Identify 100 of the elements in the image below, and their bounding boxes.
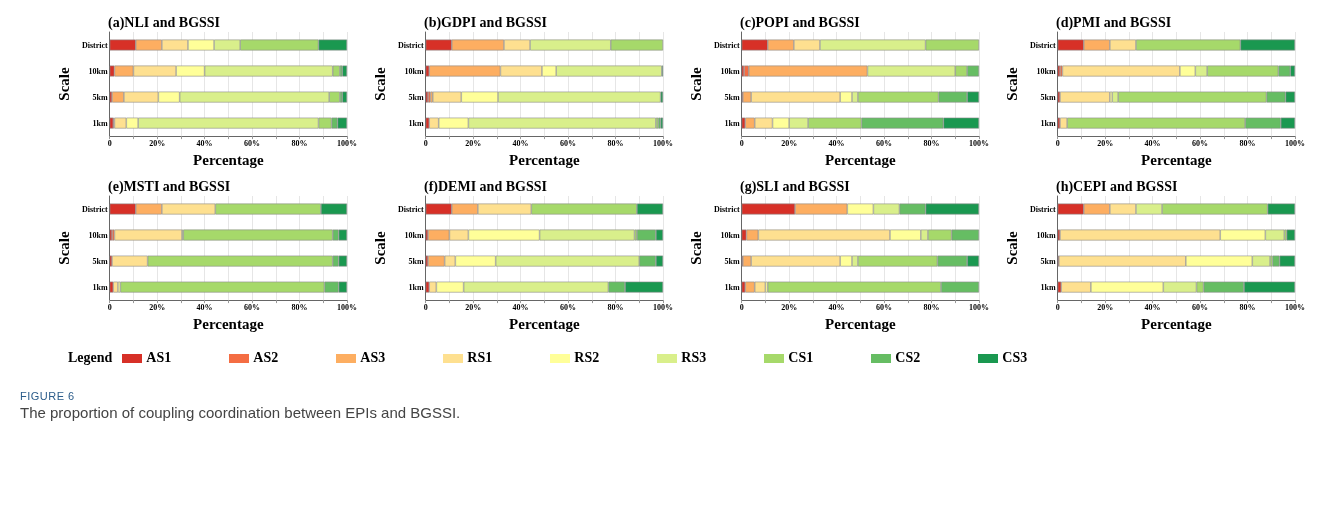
x-tick-label: 60% (1192, 138, 1209, 148)
x-tick-label: 0 (423, 302, 428, 312)
x-tick-label: 80% (607, 302, 624, 312)
x-tick-label: 0 (107, 138, 112, 148)
x-tick-label: 40% (196, 302, 213, 312)
x-tick-label: 80% (923, 302, 940, 312)
x-tick-label: 0 (1055, 138, 1060, 148)
legend-label: CS3 (1002, 350, 1028, 366)
x-axis-title: Percentage (193, 315, 264, 332)
x-tick-label: 100% (337, 302, 357, 312)
y-axis-title: Scale (1003, 231, 1020, 265)
legend-label: RS3 (681, 350, 707, 366)
x-tick-label: 80% (1239, 302, 1256, 312)
chart-title: (g)SLI and BGSSI (740, 178, 850, 195)
chart-title: (f)DEMI and BGSSI (424, 178, 547, 195)
y-axis-title: Scale (55, 67, 72, 101)
y-tick-label: 10km (720, 66, 740, 76)
y-tick-label: 1km (1040, 118, 1056, 128)
y-tick-label: District (397, 204, 424, 214)
x-tick-label: 40% (1144, 138, 1161, 148)
legend-title: Legend (68, 350, 113, 366)
x-tick-label: 0 (1055, 302, 1060, 312)
chart-title: (d)PMI and BGSSI (1056, 14, 1172, 31)
y-axis-title: Scale (687, 231, 704, 265)
y-tick-label: 10km (88, 66, 108, 76)
y-tick-label: 5km (724, 256, 740, 266)
x-tick-label: 40% (512, 302, 529, 312)
x-tick-label: 0 (739, 138, 744, 148)
legend-label: CS1 (788, 350, 814, 366)
legend-label: AS1 (146, 350, 172, 366)
x-tick-label: 80% (291, 302, 308, 312)
x-tick-label: 80% (1239, 138, 1256, 148)
x-tick-label: 80% (291, 138, 308, 148)
y-tick-label: District (713, 204, 740, 214)
x-tick-label: 100% (969, 138, 989, 148)
x-tick-label: 20% (465, 302, 482, 312)
x-tick-label: 40% (196, 138, 213, 148)
y-tick-label: District (397, 40, 424, 50)
legend-label: CS2 (895, 350, 921, 366)
x-tick-label: 60% (244, 138, 261, 148)
x-tick-label: 80% (923, 138, 940, 148)
chart-title: (a)NLI and BGSSI (108, 14, 221, 31)
x-axis-title: Percentage (1141, 151, 1212, 168)
y-tick-label: 5km (92, 256, 108, 266)
x-axis-title: Percentage (1141, 315, 1212, 332)
x-tick-label: 60% (560, 138, 577, 148)
y-tick-label: 1km (92, 118, 108, 128)
y-tick-label: 1km (724, 282, 740, 292)
y-tick-label: District (1029, 40, 1056, 50)
y-tick-label: District (81, 40, 108, 50)
x-axis-title: Percentage (509, 151, 580, 168)
y-tick-label: 1km (1040, 282, 1056, 292)
x-tick-label: 20% (1097, 302, 1114, 312)
x-tick-label: 0 (107, 302, 112, 312)
y-tick-label: 10km (404, 230, 424, 240)
y-tick-label: 10km (1036, 230, 1056, 240)
y-axis-title: Scale (687, 67, 704, 101)
y-tick-label: 5km (1040, 256, 1056, 266)
x-tick-label: 100% (653, 138, 673, 148)
y-tick-label: 10km (404, 66, 424, 76)
x-tick-label: 60% (560, 302, 577, 312)
x-tick-label: 40% (828, 138, 845, 148)
x-tick-label: 40% (828, 302, 845, 312)
y-tick-label: 1km (408, 118, 424, 128)
y-tick-label: 1km (724, 118, 740, 128)
x-axis-title: Percentage (825, 315, 896, 332)
legend-label: AS3 (360, 350, 386, 366)
chart-title: (e)MSTI and BGSSI (108, 178, 231, 195)
y-tick-label: 5km (92, 92, 108, 102)
chart-title: (c)POPI and BGSSI (740, 14, 860, 31)
x-tick-label: 100% (653, 302, 673, 312)
x-tick-label: 20% (781, 302, 798, 312)
y-axis-title: Scale (55, 231, 72, 265)
y-tick-label: District (81, 204, 108, 214)
y-tick-label: 1km (408, 282, 424, 292)
x-tick-label: 60% (876, 138, 893, 148)
y-tick-label: 5km (408, 256, 424, 266)
y-tick-label: District (713, 40, 740, 50)
y-tick-label: 1km (92, 282, 108, 292)
x-axis-title: Percentage (193, 151, 264, 168)
y-tick-label: 10km (1036, 66, 1056, 76)
legend-label: RS1 (467, 350, 493, 366)
x-tick-label: 100% (1285, 138, 1305, 148)
y-tick-label: 5km (1040, 92, 1056, 102)
y-tick-label: 10km (720, 230, 740, 240)
x-tick-label: 20% (1097, 138, 1114, 148)
y-tick-label: 5km (724, 92, 740, 102)
x-tick-label: 80% (607, 138, 624, 148)
y-tick-label: 10km (88, 230, 108, 240)
x-tick-label: 60% (876, 302, 893, 312)
text: The proportion of coupling coordination between EPIs and BGSSI. (20, 404, 462, 421)
x-tick-label: 100% (337, 138, 357, 148)
x-tick-label: 60% (1192, 302, 1209, 312)
chart-title: (b)GDPI and BGSSI (424, 14, 547, 31)
legend-label: RS2 (574, 350, 600, 366)
x-tick-label: 40% (512, 138, 529, 148)
x-tick-label: 60% (244, 302, 261, 312)
x-tick-label: 100% (969, 302, 989, 312)
y-axis-title: Scale (371, 67, 388, 101)
x-tick-label: 100% (1285, 302, 1305, 312)
